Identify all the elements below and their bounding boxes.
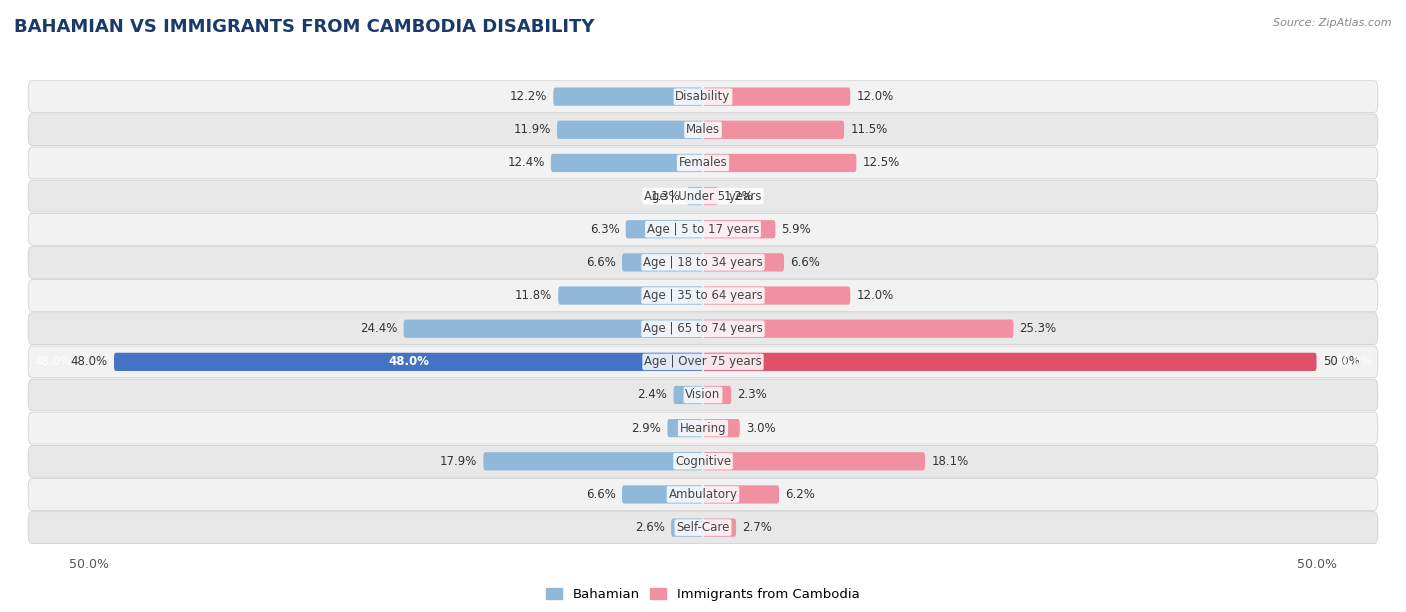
FancyBboxPatch shape [621, 485, 703, 504]
Text: 48.0%: 48.0% [70, 356, 108, 368]
FancyBboxPatch shape [688, 187, 703, 205]
Text: 50.0%: 50.0% [1323, 356, 1360, 368]
FancyBboxPatch shape [404, 319, 703, 338]
Text: 2.4%: 2.4% [637, 389, 668, 401]
Text: Hearing: Hearing [679, 422, 727, 435]
Text: 12.2%: 12.2% [510, 90, 547, 103]
FancyBboxPatch shape [558, 286, 703, 305]
FancyBboxPatch shape [703, 319, 1014, 338]
Text: 6.3%: 6.3% [589, 223, 620, 236]
FancyBboxPatch shape [28, 247, 1378, 278]
FancyBboxPatch shape [484, 452, 703, 471]
FancyBboxPatch shape [703, 518, 737, 537]
FancyBboxPatch shape [28, 147, 1378, 179]
FancyBboxPatch shape [673, 386, 703, 404]
FancyBboxPatch shape [703, 88, 851, 106]
FancyBboxPatch shape [668, 419, 703, 437]
Text: 11.9%: 11.9% [513, 123, 551, 136]
FancyBboxPatch shape [703, 419, 740, 437]
FancyBboxPatch shape [28, 280, 1378, 312]
FancyBboxPatch shape [621, 253, 703, 272]
Text: Age | 5 to 17 years: Age | 5 to 17 years [647, 223, 759, 236]
Text: 48.0%: 48.0% [34, 356, 72, 368]
Text: 2.9%: 2.9% [631, 422, 661, 435]
FancyBboxPatch shape [626, 220, 703, 238]
FancyBboxPatch shape [28, 214, 1378, 245]
FancyBboxPatch shape [703, 386, 731, 404]
Text: 25.3%: 25.3% [1019, 322, 1057, 335]
Text: 3.0%: 3.0% [747, 422, 776, 435]
Text: 6.6%: 6.6% [586, 256, 616, 269]
FancyBboxPatch shape [28, 346, 1378, 378]
FancyBboxPatch shape [703, 286, 851, 305]
Text: 18.1%: 18.1% [931, 455, 969, 468]
Text: 11.8%: 11.8% [515, 289, 553, 302]
FancyBboxPatch shape [28, 313, 1378, 345]
FancyBboxPatch shape [703, 154, 856, 172]
FancyBboxPatch shape [703, 353, 1316, 371]
Text: Females: Females [679, 157, 727, 170]
Text: Vision: Vision [685, 389, 721, 401]
FancyBboxPatch shape [28, 446, 1378, 477]
Text: 12.4%: 12.4% [508, 157, 544, 170]
FancyBboxPatch shape [703, 452, 925, 471]
Text: 2.6%: 2.6% [636, 521, 665, 534]
Text: Males: Males [686, 123, 720, 136]
FancyBboxPatch shape [557, 121, 703, 139]
FancyBboxPatch shape [703, 253, 785, 272]
Text: Self-Care: Self-Care [676, 521, 730, 534]
Text: BAHAMIAN VS IMMIGRANTS FROM CAMBODIA DISABILITY: BAHAMIAN VS IMMIGRANTS FROM CAMBODIA DIS… [14, 18, 595, 36]
Text: 12.0%: 12.0% [856, 289, 894, 302]
FancyBboxPatch shape [671, 518, 703, 537]
FancyBboxPatch shape [551, 154, 703, 172]
Text: 12.0%: 12.0% [856, 90, 894, 103]
Text: 1.2%: 1.2% [724, 190, 754, 203]
FancyBboxPatch shape [114, 353, 703, 371]
FancyBboxPatch shape [28, 114, 1378, 146]
Text: 17.9%: 17.9% [440, 455, 477, 468]
Text: Ambulatory: Ambulatory [668, 488, 738, 501]
FancyBboxPatch shape [28, 479, 1378, 510]
Text: 2.3%: 2.3% [737, 389, 768, 401]
FancyBboxPatch shape [554, 88, 703, 106]
FancyBboxPatch shape [703, 121, 844, 139]
Text: 48.0%: 48.0% [388, 356, 429, 368]
FancyBboxPatch shape [28, 81, 1378, 113]
Text: Age | Under 5 years: Age | Under 5 years [644, 190, 762, 203]
FancyBboxPatch shape [703, 485, 779, 504]
Legend: Bahamian, Immigrants from Cambodia: Bahamian, Immigrants from Cambodia [541, 582, 865, 606]
Text: Age | Over 75 years: Age | Over 75 years [644, 356, 762, 368]
FancyBboxPatch shape [28, 379, 1378, 411]
FancyBboxPatch shape [28, 180, 1378, 212]
Text: 6.6%: 6.6% [790, 256, 820, 269]
Text: 6.6%: 6.6% [586, 488, 616, 501]
Text: 24.4%: 24.4% [360, 322, 398, 335]
FancyBboxPatch shape [703, 187, 717, 205]
FancyBboxPatch shape [28, 412, 1378, 444]
Text: Age | 18 to 34 years: Age | 18 to 34 years [643, 256, 763, 269]
Text: Disability: Disability [675, 90, 731, 103]
Text: Cognitive: Cognitive [675, 455, 731, 468]
Text: 11.5%: 11.5% [851, 123, 887, 136]
Text: 6.2%: 6.2% [785, 488, 815, 501]
FancyBboxPatch shape [703, 220, 775, 238]
Text: 5.9%: 5.9% [782, 223, 811, 236]
Text: 1.3%: 1.3% [651, 190, 681, 203]
Text: 50.0%: 50.0% [1334, 356, 1372, 368]
Text: 2.7%: 2.7% [742, 521, 772, 534]
Text: Age | 35 to 64 years: Age | 35 to 64 years [643, 289, 763, 302]
Text: Source: ZipAtlas.com: Source: ZipAtlas.com [1274, 18, 1392, 28]
FancyBboxPatch shape [28, 512, 1378, 543]
Text: 12.5%: 12.5% [862, 157, 900, 170]
Text: Age | 65 to 74 years: Age | 65 to 74 years [643, 322, 763, 335]
